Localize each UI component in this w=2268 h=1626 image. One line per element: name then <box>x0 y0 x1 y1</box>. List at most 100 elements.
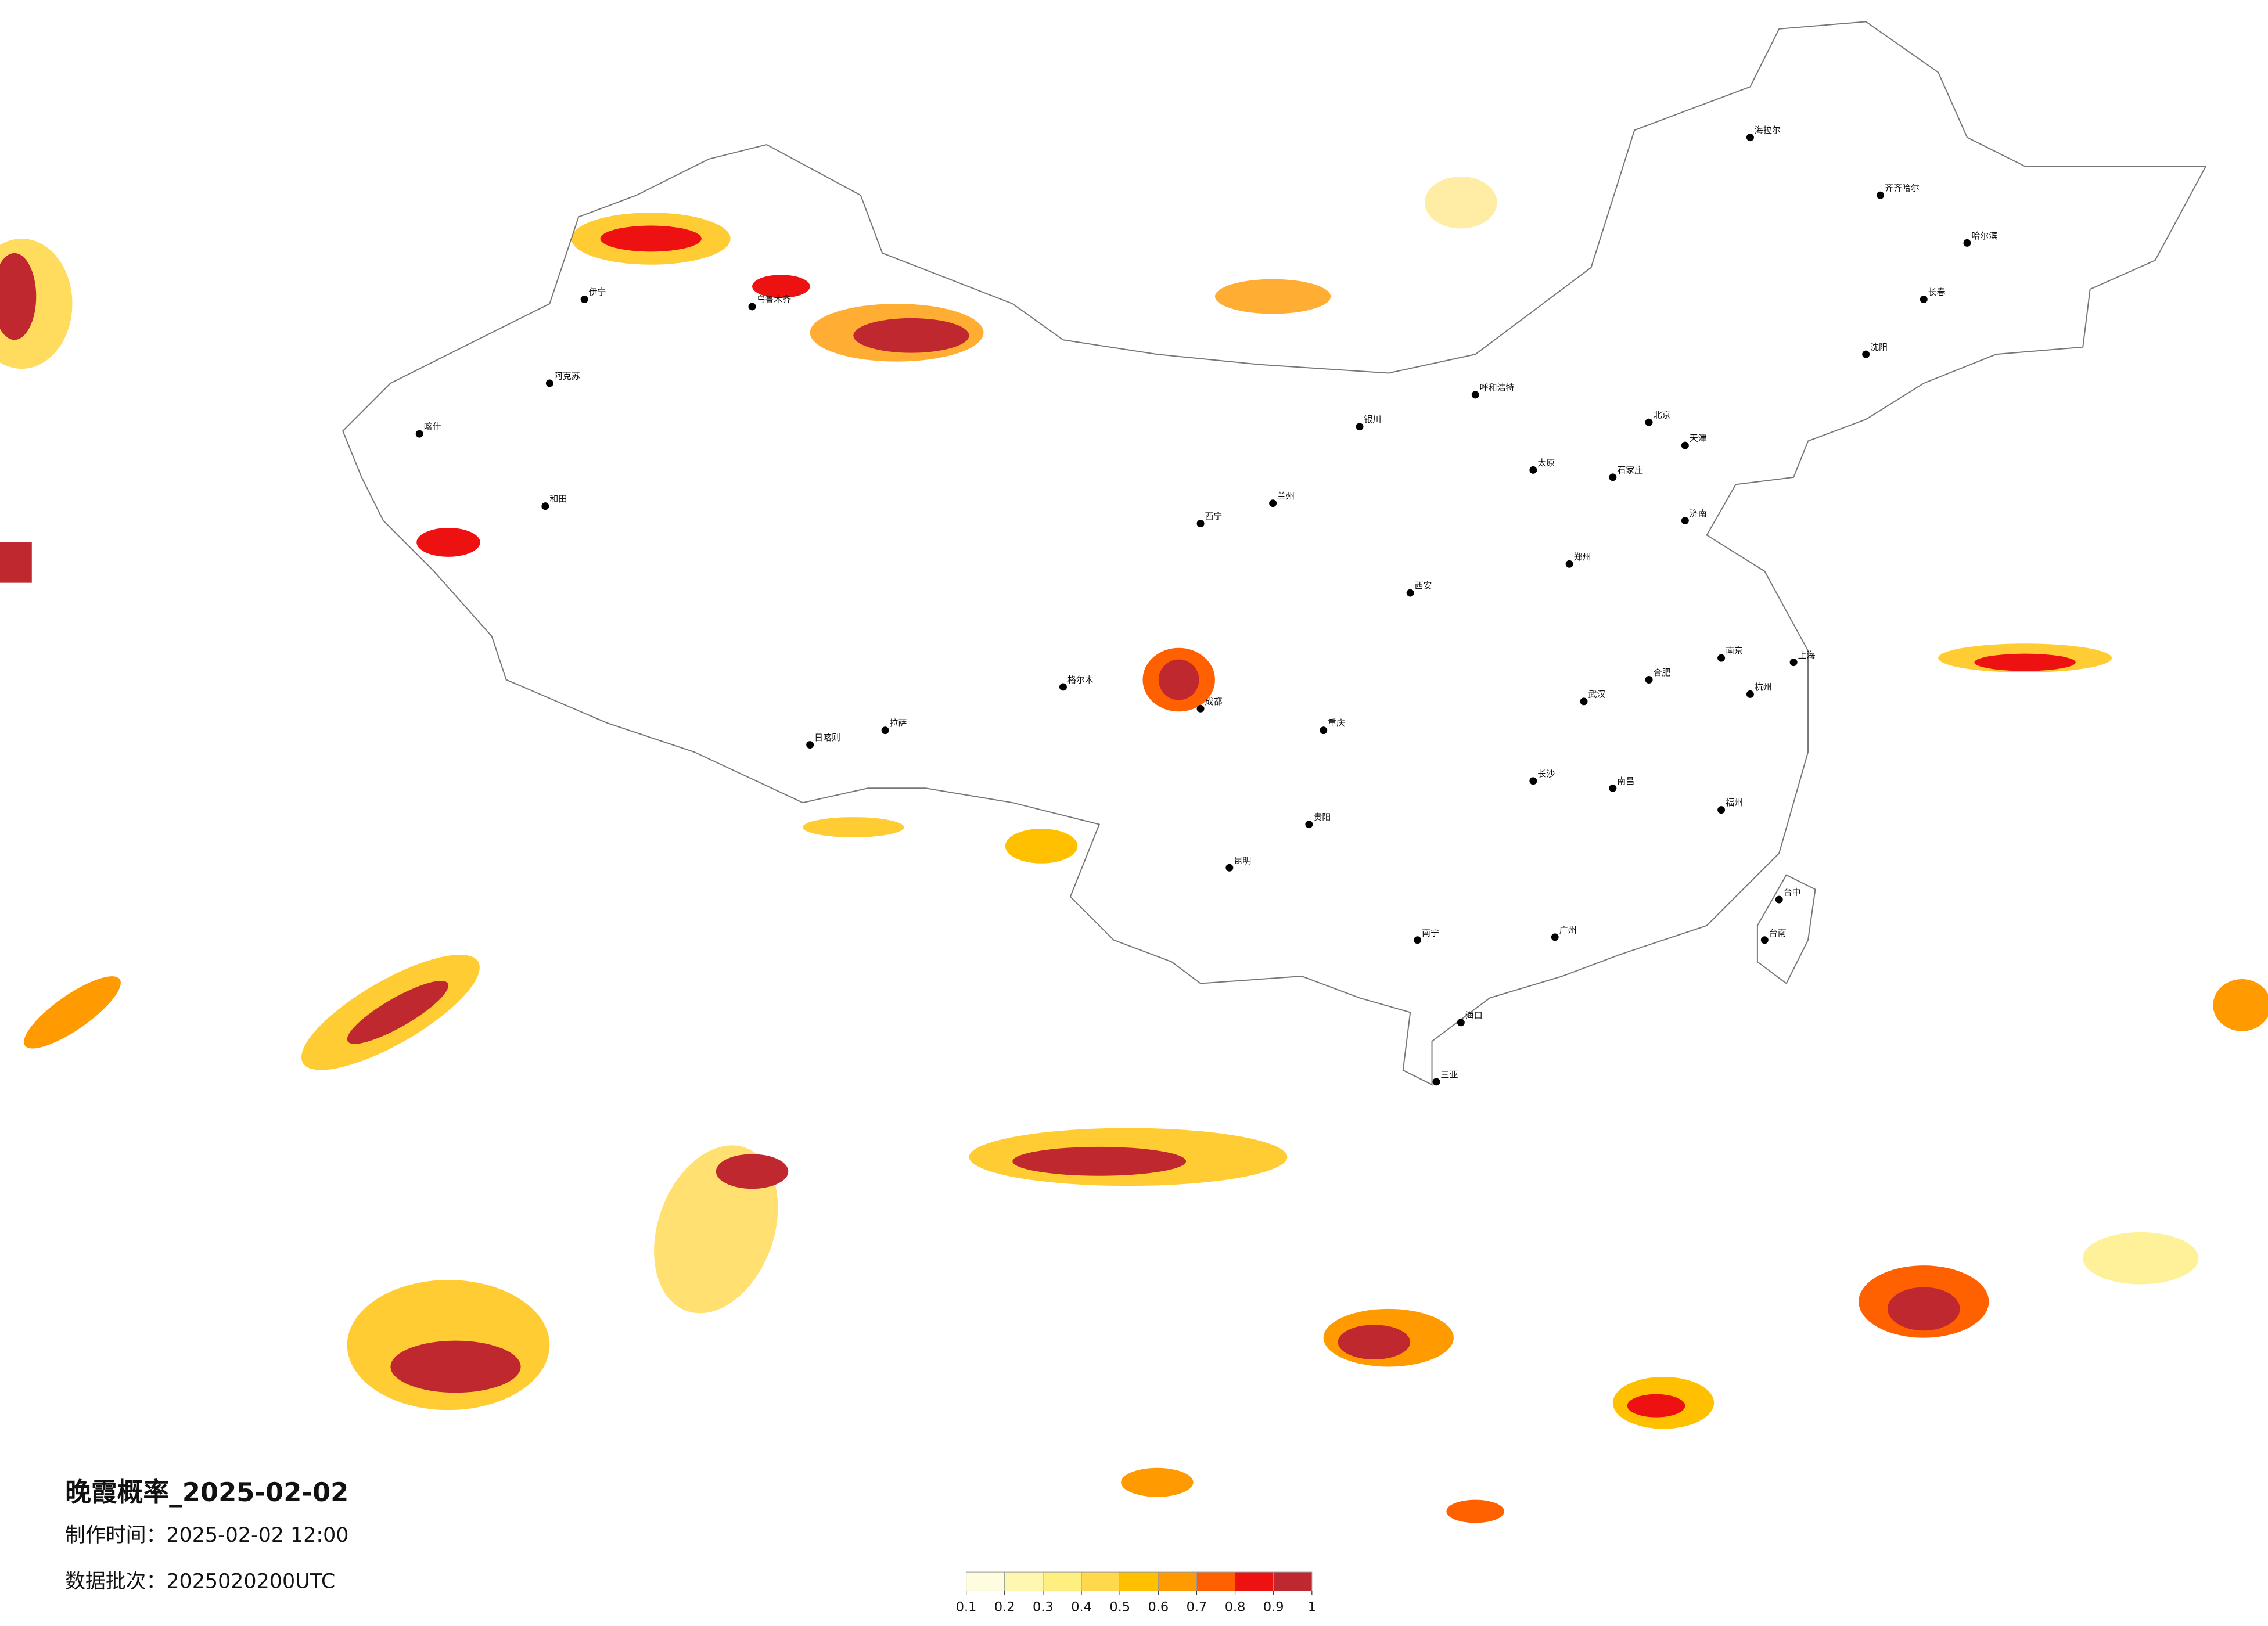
colorbar-tick-label: 0.8 <box>1225 1599 1246 1614</box>
city-label: 上海 <box>1798 650 1816 660</box>
city-dot <box>1059 683 1067 691</box>
city-label: 石家庄 <box>1617 465 1643 475</box>
city-label: 齐齐哈尔 <box>1885 183 1920 193</box>
city-dot <box>1877 191 1885 199</box>
city-label: 合肥 <box>1654 667 1671 678</box>
city-label: 海口 <box>1465 1010 1483 1020</box>
city-label: 成都 <box>1205 696 1223 707</box>
colorbar-tick-label: 0.6 <box>1148 1599 1169 1614</box>
city-label: 西安 <box>1415 581 1432 591</box>
city-label: 兰州 <box>1277 491 1295 501</box>
city-dot <box>1529 777 1537 785</box>
city-dot <box>1609 473 1617 481</box>
city-dot <box>1356 423 1364 431</box>
city-label: 北京 <box>1654 410 1671 420</box>
made-time: 制作时间：2025-02-02 12:00 <box>65 1524 348 1547</box>
city-dot <box>1551 933 1559 941</box>
city-label: 台中 <box>1784 887 1801 898</box>
city-label: 喀什 <box>424 422 441 432</box>
city-label: 武汉 <box>1588 689 1605 699</box>
city-dot <box>1457 1019 1465 1027</box>
colorbar-bin <box>1119 1571 1159 1591</box>
city-label: 南宁 <box>1422 927 1439 938</box>
colorbar-bin <box>1004 1571 1044 1591</box>
city-dot <box>1862 350 1870 358</box>
city-dot <box>1432 1078 1440 1086</box>
colorbar-bin <box>1081 1571 1120 1591</box>
city-label: 沈阳 <box>1870 342 1888 352</box>
city-label: 乌鲁木齐 <box>756 294 791 305</box>
city-dot <box>1746 690 1754 698</box>
city-dot <box>1746 134 1754 142</box>
city-dot <box>1645 676 1653 684</box>
city-dot <box>1760 936 1769 944</box>
city-label: 格尔木 <box>1067 674 1094 685</box>
colorbar-tick-label: 0.3 <box>1033 1599 1054 1614</box>
city-dot <box>1717 806 1726 814</box>
colorbar-bin <box>966 1571 1005 1591</box>
city-label: 西宁 <box>1205 511 1223 521</box>
city-dot <box>1717 654 1726 662</box>
city-dot <box>580 296 588 303</box>
data-batch: 数据批次：2025020200UTC <box>65 1570 335 1593</box>
colorbar-bin <box>1043 1571 1082 1591</box>
city-label: 伊宁 <box>589 287 606 297</box>
city-dot <box>1320 726 1328 735</box>
city-dot <box>1196 704 1205 713</box>
city-dot <box>545 379 553 387</box>
city-dot <box>748 303 756 311</box>
colorbar-bin <box>1273 1571 1313 1591</box>
city-dot <box>1269 499 1277 508</box>
city-dot <box>1225 864 1234 872</box>
city-label: 哈尔滨 <box>1971 231 1997 241</box>
colorbar-tick-label: 0.5 <box>1109 1599 1130 1614</box>
city-label: 太原 <box>1537 458 1555 468</box>
city-dot <box>1609 784 1617 792</box>
map-title: 晚霞概率_2025-02-02 <box>65 1477 348 1508</box>
city-label: 济南 <box>1690 508 1707 519</box>
city-dot <box>1645 418 1653 426</box>
city-dot <box>1789 659 1798 667</box>
city-label: 重庆 <box>1328 718 1345 728</box>
colorbar-bin <box>1196 1571 1236 1591</box>
city-dot <box>881 726 889 735</box>
city-dot <box>1414 936 1422 944</box>
city-label: 三亚 <box>1440 1069 1458 1080</box>
colorbar-tick-label: 1 <box>1308 1599 1316 1614</box>
city-label: 福州 <box>1726 797 1743 808</box>
city-dot <box>1681 441 1689 449</box>
colorbar-bin <box>1235 1571 1274 1591</box>
colorbar-tick-label: 0.9 <box>1263 1599 1284 1614</box>
city-label: 广州 <box>1559 924 1577 935</box>
city-label: 昆明 <box>1234 855 1251 866</box>
colorbar-tick-label: 0.4 <box>1071 1599 1092 1614</box>
city-label: 天津 <box>1690 433 1707 444</box>
heat-patches <box>0 176 2268 1523</box>
city-dot <box>1305 821 1313 829</box>
city-label: 南京 <box>1726 646 1743 656</box>
city-dot <box>1406 589 1414 597</box>
city-dot <box>1565 560 1573 568</box>
colorbar-bin <box>1158 1571 1197 1591</box>
city-dot <box>415 430 423 438</box>
city-dot <box>1920 296 1928 303</box>
city-dot <box>1775 895 1783 904</box>
city-label: 台南 <box>1769 927 1787 938</box>
city-dot <box>541 502 549 510</box>
city-label: 银川 <box>1364 414 1381 425</box>
city-label: 阿克苏 <box>554 370 580 381</box>
city-label: 贵阳 <box>1313 812 1331 822</box>
borders <box>342 21 2207 1086</box>
city-label: 呼和浩特 <box>1480 382 1515 393</box>
city-label: 南昌 <box>1617 776 1634 786</box>
city-dot <box>1963 239 1971 247</box>
city-label: 杭州 <box>1755 682 1772 692</box>
city-label: 海拉尔 <box>1755 125 1781 135</box>
city-dot <box>1529 466 1537 474</box>
city-label: 郑州 <box>1574 552 1591 562</box>
city-dot <box>1196 520 1205 528</box>
city-label: 和田 <box>549 494 567 504</box>
